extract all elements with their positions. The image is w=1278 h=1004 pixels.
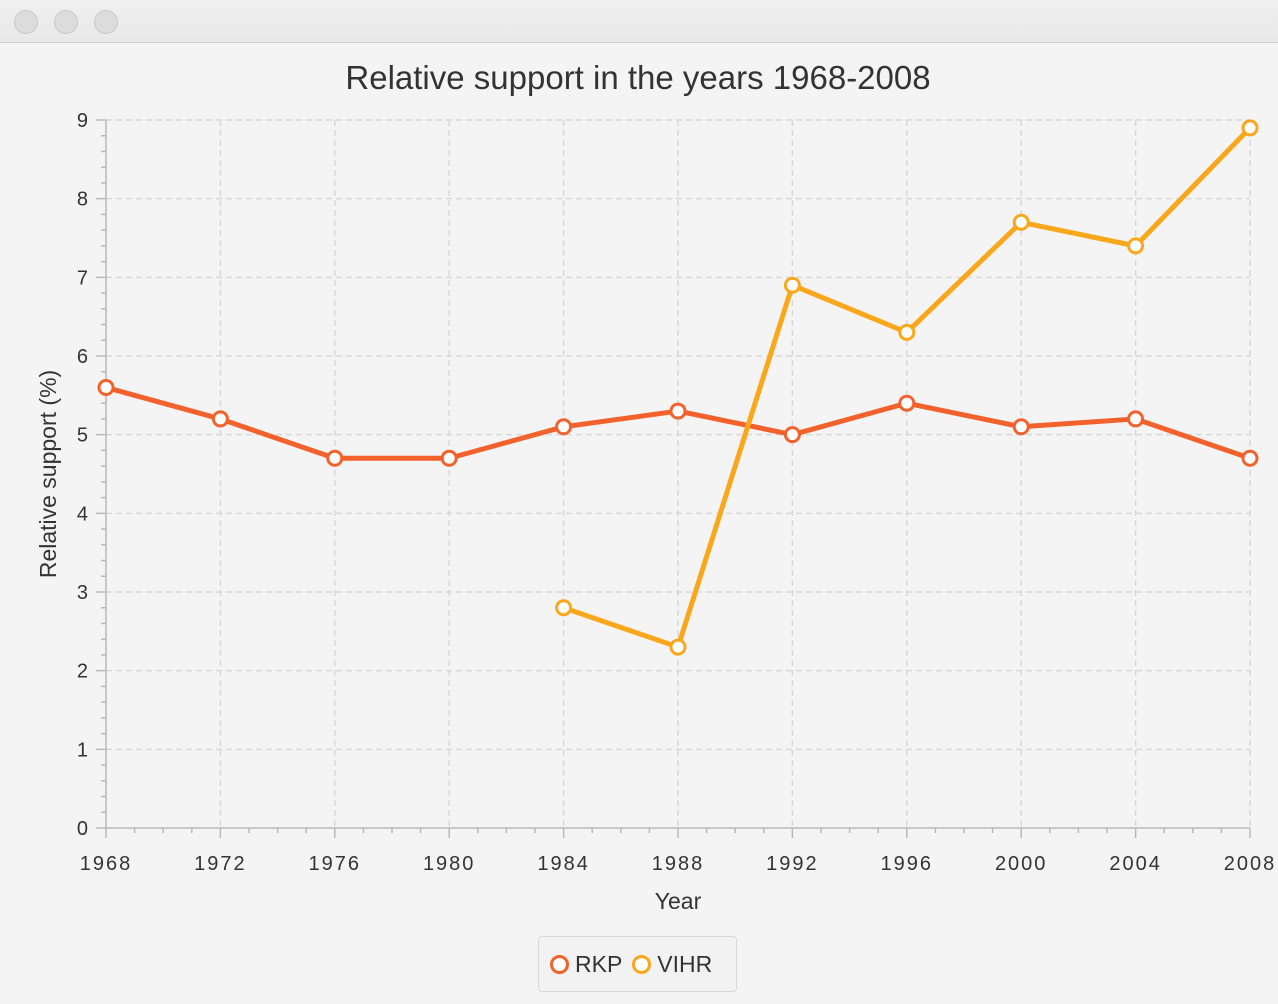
data-point-rkp: [669, 402, 687, 420]
y-tick-label: 4: [77, 503, 88, 525]
data-point-vihr: [1012, 213, 1030, 231]
data-point-rkp: [783, 426, 801, 444]
data-point-vihr: [1241, 119, 1259, 137]
legend-marker-vihr: [632, 954, 652, 974]
data-point-rkp: [97, 378, 115, 396]
data-point-rkp: [326, 449, 344, 467]
x-tick-label: 1976: [309, 853, 362, 875]
y-tick-label: 9: [77, 110, 88, 132]
window-titlebar: [0, 0, 1278, 43]
data-point-rkp: [1241, 449, 1259, 467]
data-point-rkp: [211, 410, 229, 428]
chart-legend: RKP VIHR: [538, 936, 737, 992]
y-axis-label: Relative support (%): [35, 370, 61, 578]
y-tick-label: 6: [77, 346, 88, 368]
y-tick-label: 1: [77, 739, 88, 761]
y-tick-label: 0: [77, 818, 88, 840]
data-point-vihr: [669, 638, 687, 656]
data-point-vihr: [1127, 237, 1145, 255]
x-tick-label: 1984: [537, 853, 590, 875]
data-point-vihr: [783, 276, 801, 294]
legend-label-vihr: VIHR: [657, 950, 713, 977]
close-window-button[interactable]: [14, 10, 38, 34]
x-tick-label: 1968: [80, 853, 133, 875]
x-tick-label: 2000: [995, 853, 1048, 875]
x-tick-label: 1980: [423, 853, 476, 875]
x-tick-label: 2008: [1224, 853, 1277, 875]
line-chart: Relative support in the years 1968-2008 …: [35, 59, 1277, 914]
x-tick-label: 1992: [766, 853, 819, 875]
y-tick-label: 8: [77, 189, 88, 211]
x-tick-label: 1996: [881, 853, 934, 875]
legend-item-rkp[interactable]: RKP: [550, 951, 622, 978]
data-point-rkp: [1127, 410, 1145, 428]
grid: [106, 119, 1251, 828]
x-tick-label: 1972: [194, 853, 247, 875]
x-tick-label: 1988: [652, 853, 705, 875]
data-point-rkp: [440, 449, 458, 467]
legend-marker-rkp: [550, 954, 569, 974]
data-point-rkp: [1012, 418, 1030, 436]
y-tick-label: 5: [77, 425, 88, 447]
chart-title: Relative support in the years 1968-2008: [345, 59, 930, 96]
series-layer: [97, 119, 1259, 656]
x-axis-label: Year: [655, 888, 702, 914]
axes: 0 1 2 3 4 5 6 7 8 9 1968 1972 1976 1980 1984 1988 1992 19…: [77, 110, 1277, 875]
y-tick-label: 3: [77, 582, 88, 604]
zoom-window-button[interactable]: [94, 10, 118, 34]
data-point-rkp: [555, 418, 573, 436]
legend-item-vihr[interactable]: VIHR: [632, 951, 712, 978]
y-tick-label: 7: [77, 267, 88, 289]
x-tick-label: 2004: [1109, 853, 1162, 875]
data-point-vihr: [898, 323, 916, 341]
data-point-rkp: [898, 394, 916, 412]
minimize-window-button[interactable]: [54, 10, 78, 34]
legend-label-rkp: RKP: [575, 950, 623, 977]
data-point-vihr: [555, 599, 573, 617]
y-tick-label: 2: [77, 661, 88, 683]
